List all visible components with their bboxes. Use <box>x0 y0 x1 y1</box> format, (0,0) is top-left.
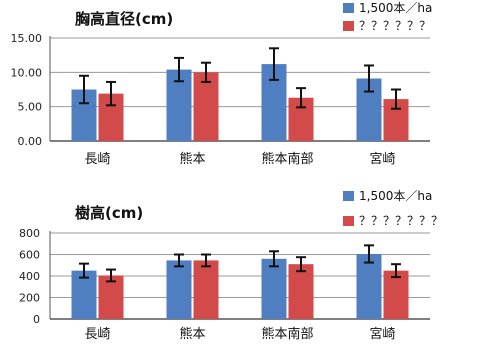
chart1-legend-swatch <box>343 21 354 31</box>
chart2-y-tick-label: 800 <box>19 227 40 240</box>
chart2-y-tick-label: 400 <box>19 270 40 283</box>
chart1-legend-label: 1,500本／ha <box>359 1 432 15</box>
chart2-category-label: 熊本南部 <box>261 326 313 342</box>
chart2-category-label: 熊本 <box>179 326 205 342</box>
chart2-legend-swatch <box>343 216 354 226</box>
chart2-title: 樹高(cm) <box>75 204 143 222</box>
chart2-category-label: 宮崎 <box>369 326 395 342</box>
chart1-legend-label: ？？？？？？ <box>359 19 431 33</box>
chart1-bar-series2 <box>193 72 219 141</box>
chart2-bar-series1 <box>71 270 97 319</box>
chart2-bar-series1 <box>166 260 192 319</box>
chart1-y-tick-label: 10.00 <box>11 66 43 79</box>
chart1-y-tick-label: 15.00 <box>11 32 43 45</box>
chart2-y-tick-label: 0 <box>33 313 40 326</box>
chart1-category-label: 宮崎 <box>369 151 395 167</box>
chart2-bar-series2 <box>98 275 124 319</box>
chart2-legend-label: ？？？？？？？ <box>359 214 443 228</box>
chart2-bar-series2 <box>288 264 314 319</box>
chart2-legend-label: 1,500本／ha <box>359 189 432 203</box>
chart2-bar-series2 <box>193 260 219 319</box>
chart1-category-label: 長崎 <box>84 152 110 167</box>
chart1-category-label: 熊本南部 <box>261 151 313 167</box>
chart2-y-tick-label: 200 <box>19 292 40 305</box>
chart1-title: 胸高直径(cm) <box>75 10 173 28</box>
chart2-category-label: 長崎 <box>84 327 110 342</box>
chart1-category-label: 熊本 <box>179 151 205 167</box>
chart2-bar-series1 <box>356 253 382 319</box>
chart2-bar-series1 <box>261 258 287 319</box>
chart2-y-tick-label: 600 <box>19 249 40 262</box>
chart1-legend-swatch <box>343 3 354 13</box>
chart2-bar-series2 <box>383 270 409 319</box>
chart2-legend-swatch <box>343 191 354 201</box>
chart1-y-tick-label: 0.00 <box>18 135 43 148</box>
chart1-y-tick-label: 5.00 <box>18 101 43 114</box>
